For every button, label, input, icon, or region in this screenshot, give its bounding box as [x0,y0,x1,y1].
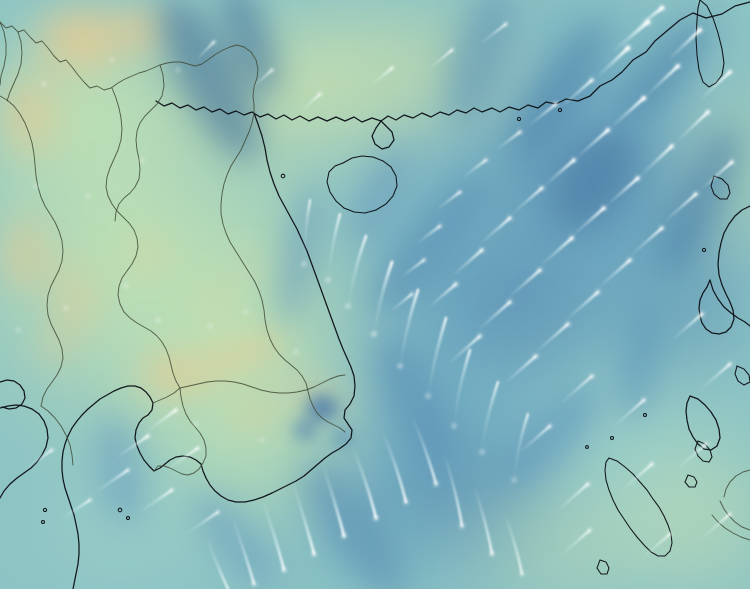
coastline-taiwan [695,0,725,88]
border-china-southwest [0,21,259,114]
border-luzon-internal [723,469,750,498]
coastline-malay-peninsula-west [0,404,49,499]
border-philippines-internal [719,500,750,531]
coastline-palawan-islet-c [596,559,610,575]
border-cambodia-vietnam [153,387,207,476]
border-laos-vietnam [220,112,346,433]
coastline-philippine-islet-n [710,175,731,200]
border-china-vietnam-inland [114,64,165,222]
border-cambodia-north [179,374,346,394]
coastline-palawan-islet-a [694,440,713,463]
coastline-vietnam-east [200,112,356,503]
coastline-north-vietnam [155,100,382,123]
coastline-palawan [604,457,673,557]
coastline-mekong-delta [153,455,202,472]
coastline-luzon-south [709,279,750,327]
coastline-philippine-islet-s [734,365,750,386]
coastline-mindoro [685,395,721,451]
border-myanmar-inner [6,31,23,102]
border-thailand-cambodia-coast [152,387,181,404]
coastline-china-south [380,1,750,122]
border-thailand-malaysia [40,405,74,466]
border-philippines-internal-2 [711,514,750,541]
border-laos-thailand [105,87,181,389]
border-myanmar-thailand [0,21,7,86]
coastline-andaman-inset [0,379,26,410]
coastline-hainan-island [326,155,398,214]
border-myanmar-thailand-south [0,95,64,407]
coastline-gulf-of-thailand [61,385,155,589]
coastline-palawan-islet-b [684,474,698,488]
coastline-leizhou-peninsula [371,120,395,150]
